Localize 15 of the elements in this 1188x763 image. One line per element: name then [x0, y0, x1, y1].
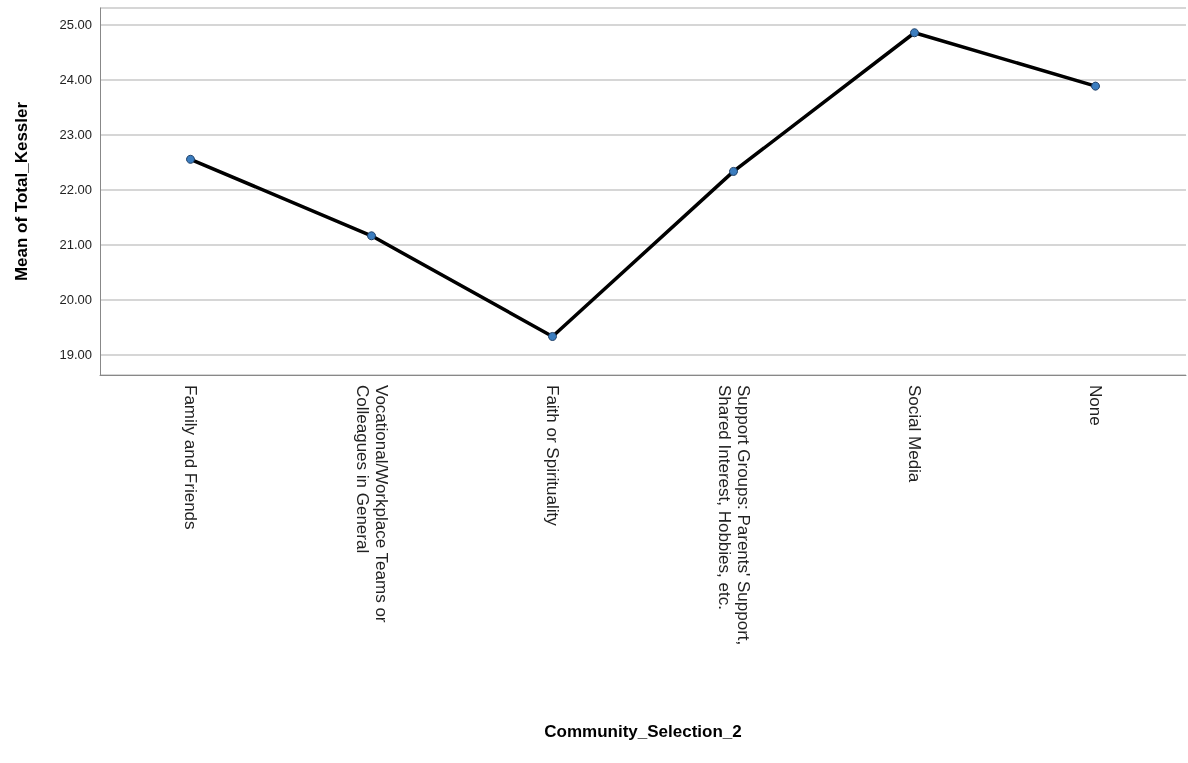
x-tick-label: Faith or Spirituality [543, 385, 562, 527]
y-tick-label: 21.00 [59, 237, 92, 253]
y-tick-label: 22.00 [59, 182, 92, 198]
y-tick-label: 24.00 [59, 72, 92, 88]
x-tick-label: Social Media [905, 385, 924, 483]
y-axis-title: Mean of Total_Kessler [12, 101, 31, 282]
y-tick-label: 19.00 [59, 347, 92, 363]
x-tick-label: Support Groups: Parents' Support, Shared Interest, Hobbies, etc. [714, 385, 753, 651]
y-tick-label: 25.00 [59, 17, 92, 33]
y-tick-label: 23.00 [59, 127, 92, 143]
y-tick-label: 20.00 [59, 292, 92, 308]
x-axis-title: Community_Selection_2 [544, 722, 742, 741]
x-tick-label: None [1086, 385, 1105, 426]
x-tick-label: Vocational/Workplace Teams or Colleagues in General [352, 385, 391, 628]
x-tick-label: Family and Friends [181, 385, 200, 530]
